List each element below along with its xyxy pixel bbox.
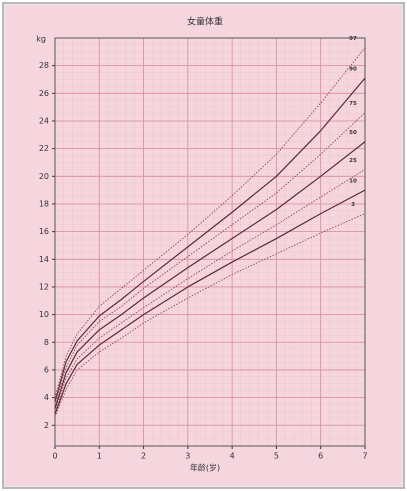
line	[54, 112, 366, 405]
y-tick-label: 20	[39, 172, 49, 181]
chart-title: 女童体重	[187, 16, 223, 28]
y-tick-label: 4	[44, 393, 49, 402]
y-tick-label: 18	[39, 199, 49, 208]
series-label: 90	[349, 67, 357, 73]
line	[54, 141, 366, 409]
y-tick-label: 8	[44, 338, 49, 347]
y-unit: kg	[36, 35, 46, 44]
y-tick-label: 2	[44, 421, 49, 430]
y-tick-label: 12	[39, 282, 49, 291]
minor-grid	[55, 38, 365, 446]
x-tick-label: 0	[52, 452, 57, 461]
series-label: 97	[349, 36, 357, 42]
x-tick-label: 6	[318, 452, 323, 461]
series-label: 75	[349, 101, 357, 107]
y-tick-label: 16	[39, 227, 49, 236]
line	[54, 169, 366, 412]
series-label: 25	[349, 158, 357, 164]
y-tick-label: 26	[39, 89, 49, 98]
y-tick-label: 22	[39, 144, 49, 153]
line	[54, 47, 366, 398]
x-axis-label: 年龄(岁)	[190, 463, 220, 473]
y-tick-label: 24	[39, 116, 49, 125]
line	[54, 189, 366, 415]
plot-border	[54, 37, 366, 447]
x-tick-label: 5	[274, 452, 279, 461]
x-tick-label: 2	[141, 452, 146, 461]
y-tick-label: 10	[39, 310, 49, 319]
line	[54, 77, 366, 402]
x-tick-label: 3	[185, 452, 190, 461]
y-tick-label: 14	[39, 255, 49, 264]
x-tick-label: 7	[362, 452, 367, 461]
series-label: 50	[349, 130, 357, 136]
y-tick-label: 6	[44, 365, 49, 374]
series-label: 10	[349, 179, 357, 185]
x-tick-label: 4	[230, 452, 235, 461]
x-tick-label: 1	[97, 452, 102, 461]
y-tick-label: 28	[39, 61, 49, 70]
series-label: 3	[351, 202, 355, 208]
